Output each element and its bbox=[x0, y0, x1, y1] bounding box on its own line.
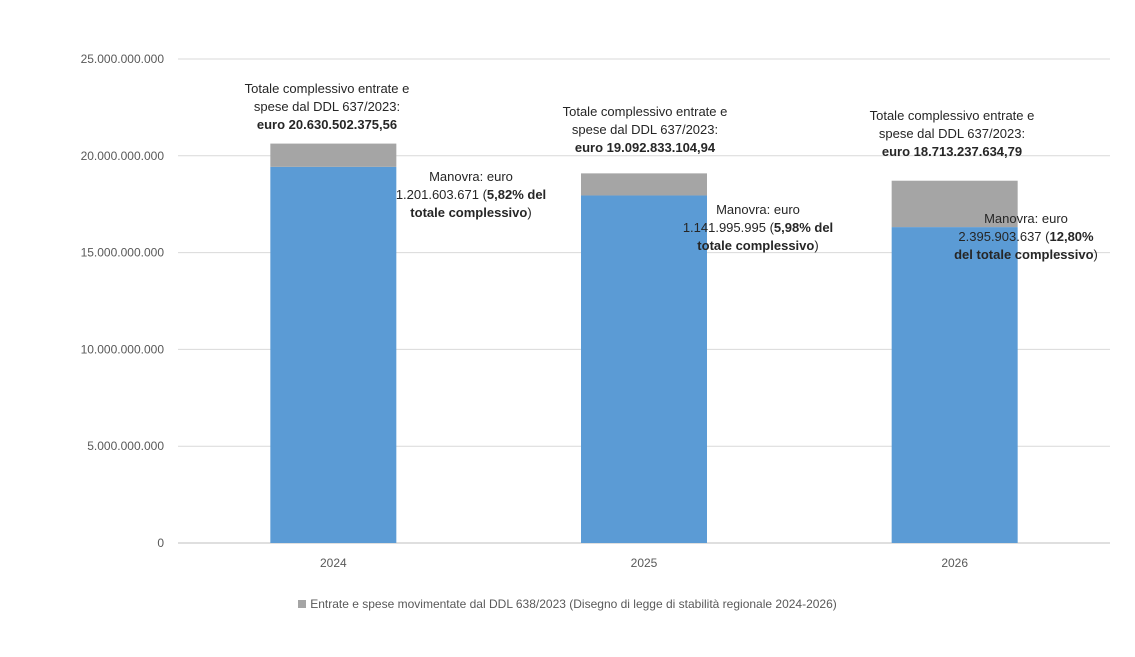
y-tick-label: 5.000.000.000 bbox=[87, 439, 164, 453]
y-tick-label: 20.000.000.000 bbox=[81, 149, 165, 163]
manovra-open: ( bbox=[1041, 229, 1050, 244]
total-annotation-2026: Totale complessivo entrate e spese dal D… bbox=[832, 107, 1072, 161]
manovra-close: ) bbox=[527, 205, 532, 220]
manovra-amount: 1.201.603.671 bbox=[395, 187, 479, 202]
chart-legend: Entrate e spese movimentate dal DDL 638/… bbox=[0, 597, 1135, 611]
total-annotation-prefix: euro bbox=[881, 144, 914, 159]
bar-manovra-segment bbox=[891, 180, 1018, 228]
x-tick-label: 2024 bbox=[320, 556, 347, 570]
bar-manovra-segment bbox=[581, 173, 707, 196]
manovra-open: ( bbox=[765, 220, 774, 235]
manovra-pct2: totale complessivo bbox=[410, 205, 528, 220]
manovra-amount: 1.141.995.995 bbox=[682, 220, 766, 235]
manovra-line1: Manovra: euro bbox=[429, 169, 513, 184]
manovra-line1: Manovra: euro bbox=[984, 211, 1068, 226]
manovra-close: ) bbox=[1093, 247, 1098, 262]
total-annotation-value: 19.092.833.104,94 bbox=[606, 140, 716, 155]
total-annotation-2025: Totale complessivo entrate e spese dal D… bbox=[525, 103, 765, 157]
legend-label: Entrate e spese movimentate dal DDL 638/… bbox=[310, 597, 837, 611]
legend-swatch bbox=[298, 600, 307, 608]
x-tick-label: 2026 bbox=[941, 556, 968, 570]
total-annotation-line2: spese dal DDL 637/2023: bbox=[571, 122, 719, 137]
total-annotation-line2: spese dal DDL 637/2023: bbox=[878, 126, 1026, 141]
bar-base-segment bbox=[270, 166, 397, 544]
total-annotation-line1: Totale complessivo entrate e bbox=[562, 104, 728, 119]
total-annotation-line1: Totale complessivo entrate e bbox=[869, 108, 1035, 123]
manovra-close: ) bbox=[814, 238, 819, 253]
bar-manovra-segment bbox=[270, 143, 397, 167]
manovra-pct2: totale complessivo bbox=[697, 238, 815, 253]
manovra-pct: 5,82% del bbox=[486, 187, 547, 202]
total-annotation-prefix: euro bbox=[574, 140, 607, 155]
y-tick-label: 0 bbox=[157, 536, 164, 550]
total-annotation-line2: spese dal DDL 637/2023: bbox=[253, 99, 401, 114]
y-tick-label: 15.000.000.000 bbox=[81, 246, 165, 260]
manovra-open: ( bbox=[478, 187, 487, 202]
bar-base-segment bbox=[581, 195, 707, 543]
total-annotation-value: 20.630.502.375,56 bbox=[288, 117, 398, 132]
y-tick-label: 10.000.000.000 bbox=[81, 342, 165, 356]
manovra-amount: 2.395.903.637 bbox=[958, 229, 1042, 244]
y-tick-label: 25.000.000.000 bbox=[81, 52, 165, 66]
total-annotation-2024: Totale complessivo entrate e spese dal D… bbox=[207, 80, 447, 134]
manovra-pct: 5,98% del bbox=[773, 220, 834, 235]
total-annotation-line1: Totale complessivo entrate e bbox=[244, 81, 410, 96]
manovra-pct2: del totale complessivo bbox=[954, 247, 1094, 262]
manovra-annotation-2025: Manovra: euro 1.141.995.995 (5,98% del t… bbox=[658, 201, 858, 255]
x-tick-label: 2025 bbox=[631, 556, 658, 570]
total-annotation-prefix: euro bbox=[256, 117, 289, 132]
manovra-annotation-2026: Manovra: euro 2.395.903.637 (12,80% del … bbox=[936, 210, 1116, 264]
manovra-pct: 12,80% bbox=[1049, 229, 1094, 244]
bar-base-segment bbox=[891, 227, 1018, 543]
manovra-line1: Manovra: euro bbox=[716, 202, 800, 217]
total-annotation-value: 18.713.237.634,79 bbox=[913, 144, 1023, 159]
manovra-annotation-2024: Manovra: euro 1.201.603.671 (5,82% del t… bbox=[376, 168, 566, 222]
